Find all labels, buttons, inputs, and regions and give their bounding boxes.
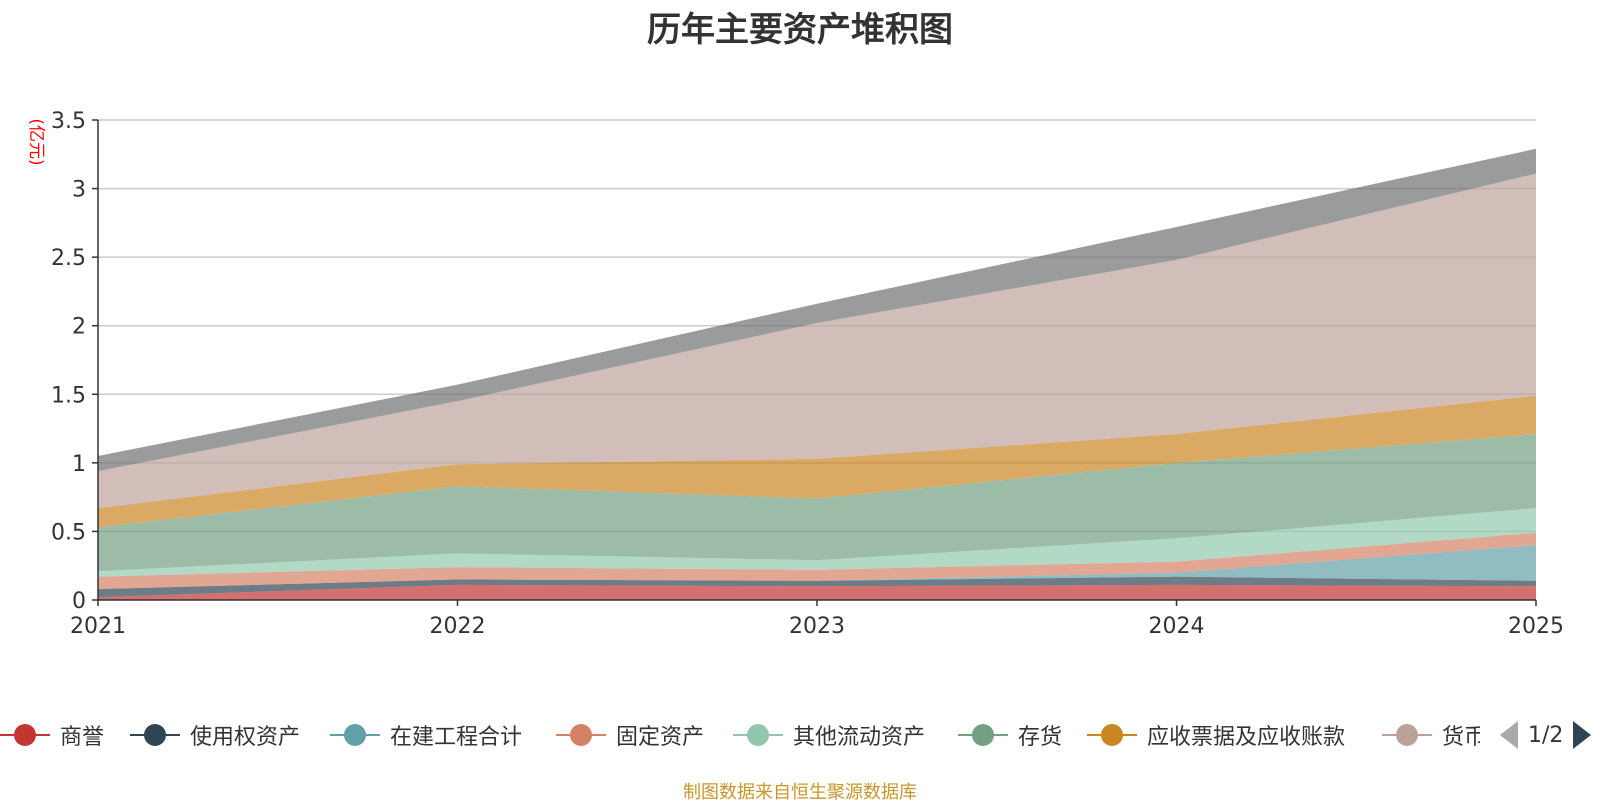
area-series-4[interactable]: [98, 508, 1536, 577]
legend-marker-icon: [1382, 723, 1432, 747]
legend-item[interactable]: 其他流动资产: [733, 718, 925, 752]
legend-pager: 1/2: [1500, 718, 1600, 752]
pager-prev-arrow-icon[interactable]: [1500, 721, 1518, 749]
y-tick-label: 1.5: [51, 383, 86, 408]
stacked-areas: [98, 148, 1536, 600]
legend-marker-icon: [130, 723, 180, 747]
y-tick-label: 0: [72, 589, 86, 614]
y-tick-label: 0.5: [51, 520, 86, 545]
y-axis-unit-label: (亿元): [26, 118, 46, 165]
x-tick-label: 2023: [789, 614, 845, 639]
axes: 0 0.5 1 1.5 2 2.5 3 3.5 2021 2022 2023 2024 2025: [51, 109, 1564, 639]
data-source-footer: 制图数据来自恒生聚源数据库: [683, 782, 917, 803]
x-tick-label: 2025: [1508, 614, 1564, 639]
legend-marker-icon: [1087, 723, 1137, 747]
legend-marker-icon: [958, 723, 1008, 747]
legend: 商誉 使用权资产 在建工程合计 固定资产 其他流动资产 存货 应收票据及应收账款 货币: [0, 718, 1480, 752]
chart-title: 历年主要资产堆积图: [647, 10, 953, 50]
legend-marker-icon: [556, 723, 606, 747]
x-tick-label: 2024: [1149, 614, 1205, 639]
y-tick-label: 3: [72, 178, 86, 203]
area-series-7[interactable]: [98, 173, 1536, 509]
legend-item[interactable]: 固定资产: [556, 718, 704, 752]
y-tick-label: 2.5: [51, 246, 86, 271]
legend-label: 在建工程合计: [390, 725, 523, 750]
legend-label: 使用权资产: [190, 725, 301, 750]
pager-page-label: 1/2: [1528, 722, 1564, 748]
area-series-6[interactable]: [98, 395, 1536, 528]
legend-item[interactable]: 商誉: [0, 718, 104, 752]
legend-label: 商誉: [60, 725, 105, 750]
area-series-5[interactable]: [98, 434, 1536, 572]
x-tick-label: 2022: [430, 614, 486, 639]
legend-label: 其他流动资产: [793, 725, 926, 750]
legend-label: 货币: [1442, 725, 1480, 750]
legend-item[interactable]: 使用权资产: [130, 718, 300, 752]
area-series-0[interactable]: [98, 584, 1536, 600]
y-tick-label: 2: [72, 315, 86, 340]
legend-marker-icon: [330, 723, 380, 747]
legend-item[interactable]: 在建工程合计: [330, 718, 522, 752]
y-tick-label: 1: [72, 452, 86, 477]
legend-item[interactable]: 应收票据及应收账款: [1087, 718, 1345, 752]
legend-item[interactable]: 货币: [1382, 718, 1480, 752]
area-series-1[interactable]: [98, 576, 1536, 598]
y-tick-label: 3.5: [51, 109, 86, 134]
x-tick-label: 2021: [70, 614, 126, 639]
legend-label: 应收票据及应收账款: [1147, 725, 1346, 750]
legend-marker-icon: [733, 723, 783, 747]
legend-marker-icon: [0, 723, 50, 747]
area-series-8[interactable]: [98, 148, 1536, 472]
legend-label: 固定资产: [616, 725, 705, 750]
legend-item[interactable]: 存货: [958, 718, 1062, 752]
pager-next-arrow-icon[interactable]: [1573, 721, 1592, 749]
area-series-3[interactable]: [98, 532, 1536, 590]
legend-label: 存货: [1018, 725, 1063, 750]
